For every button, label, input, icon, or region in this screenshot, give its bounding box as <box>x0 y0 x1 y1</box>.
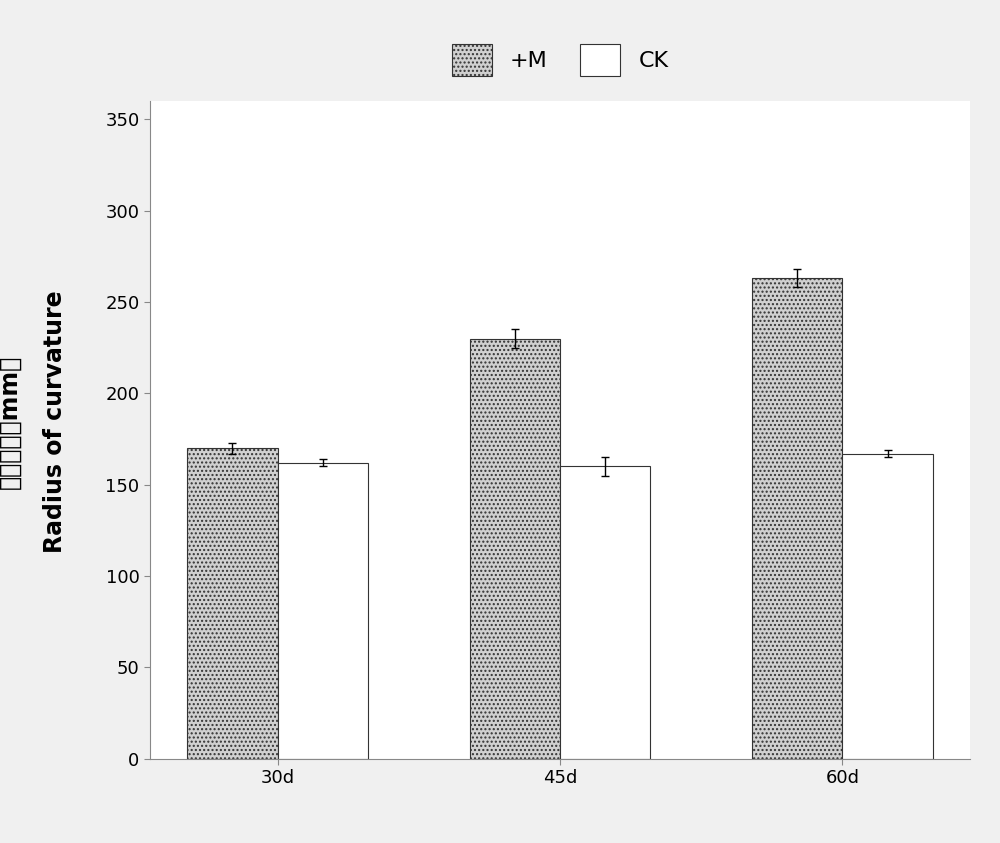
Bar <box>278 463 368 759</box>
Text: 曲率半径（mm）: 曲率半径（mm） <box>0 354 22 489</box>
Bar <box>187 448 278 759</box>
Text: Radius of curvature: Radius of curvature <box>43 290 67 553</box>
Bar <box>470 339 560 759</box>
Legend: +M, CK: +M, CK <box>441 34 679 87</box>
Bar <box>752 278 842 759</box>
Bar <box>560 466 650 759</box>
Bar <box>842 454 933 759</box>
